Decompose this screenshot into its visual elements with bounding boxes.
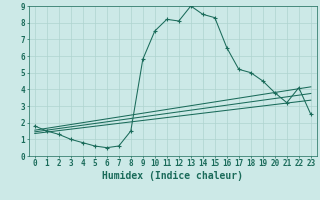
X-axis label: Humidex (Indice chaleur): Humidex (Indice chaleur) bbox=[102, 171, 243, 181]
